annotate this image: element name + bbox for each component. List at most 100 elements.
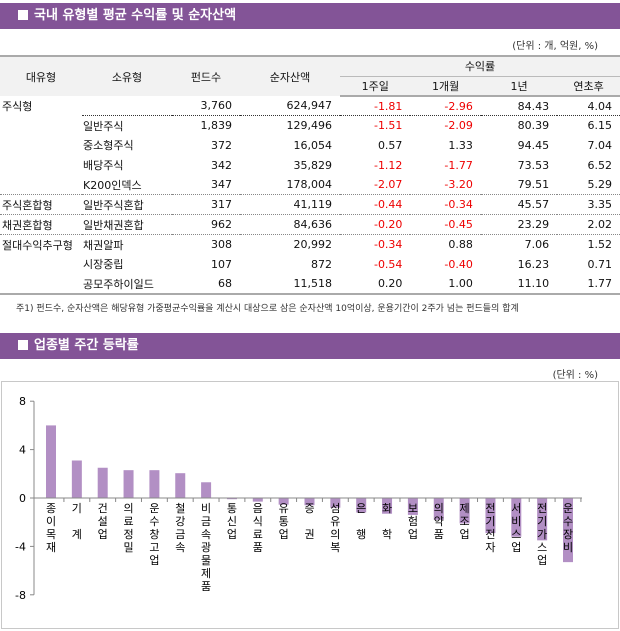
cell-y1: 7.06 (480, 234, 558, 255)
cell-ytd: 1.77 (557, 274, 620, 295)
cell-assets: 178,004 (286, 178, 333, 192)
y-tick-label: 8 (19, 395, 26, 408)
table-row: 일반주식 1,839 129,496 -1.51 -2.09 80.39 6.15 (0, 115, 620, 136)
cell-major: 주식형 (2, 99, 33, 113)
cell-major (0, 254, 82, 274)
cell-minor (82, 96, 172, 116)
x-category-label: 은 행 (356, 502, 366, 541)
table-row: 시장중립 107 872 -0.54 -0.40 16.23 0.71 (0, 254, 620, 274)
cell-major (0, 116, 82, 136)
table-row: 채권혼합형 일반채권혼합 962 84,636 -0.20 -0.45 23.29 2.02 (0, 214, 620, 235)
cell-w1: -1.12 (373, 158, 403, 172)
bar-서비스업 (511, 498, 522, 537)
col-funds: 펀드수 (172, 55, 240, 96)
cell-m1: 1.00 (410, 274, 481, 295)
cell-ytd: 5.29 (587, 178, 613, 192)
cell-m1: -1.77 (444, 158, 473, 172)
cell-y1: 94.45 (517, 138, 550, 152)
bar-증권 (304, 498, 315, 506)
section-header-sector-returns: 업종별 주간 등락률 (0, 333, 620, 359)
cell-ytd: 6.15 (557, 115, 620, 136)
bar-유통업 (278, 498, 289, 505)
bar-전기전자 (485, 498, 496, 534)
cell-funds: 962 (172, 214, 240, 235)
cell-assets: 35,829 (293, 158, 333, 172)
section-header-fund-returns: 국내 유형별 평균 수익률 및 순자산액 (0, 3, 620, 29)
bar-화학 (382, 498, 393, 514)
bar-은행 (356, 498, 367, 513)
cell-w1: -0.44 (340, 194, 411, 215)
cell-major (0, 274, 82, 295)
cell-m1: -0.34 (410, 194, 481, 215)
table-row: 주식혼합형 일반주식혼합 317 41,119 -0.44 -0.34 45.57 3.35 (0, 194, 620, 215)
cell-major: 채권혼합형 (0, 214, 82, 235)
cell-w1: -0.54 (373, 257, 403, 271)
square-bullet-icon (18, 340, 28, 350)
cell-funds: 3,760 (200, 99, 233, 113)
cell-m1: 0.88 (410, 234, 481, 255)
col-assets: 순자산액 (240, 55, 340, 96)
sector-bar-chart: 8 4 0 -4 -8 종 이 목 재 기 계 건 설 업 의 료 정 밀 운 수 창 고 업 철 강 금 속 비 금 속 광 물 제 품 통 신 업… (15, 395, 582, 602)
cell-y1: 16.23 (517, 257, 550, 271)
cell-major (0, 155, 82, 175)
cell-assets: 84,636 (240, 214, 340, 235)
x-category-label: 기 계 (72, 502, 82, 541)
cell-w1: 0.57 (377, 138, 403, 152)
cell-funds: 308 (172, 234, 240, 255)
cell-assets: 872 (311, 257, 332, 271)
cell-m1: -2.96 (444, 99, 473, 113)
cell-ytd: 4.04 (587, 99, 613, 113)
table-row: 중소형주식 372 16,054 0.57 1.33 94.45 7.04 (0, 136, 620, 156)
cell-y1: 45.57 (480, 194, 558, 215)
cell-m1: -3.20 (444, 178, 473, 192)
bar-의료정밀 (123, 470, 134, 498)
cell-assets: 11,518 (240, 274, 340, 295)
col-minor: 소유형 (82, 55, 172, 96)
cell-assets: 129,496 (240, 115, 340, 136)
bar-통신업 (226, 498, 237, 500)
cell-ytd: 2.02 (557, 214, 620, 235)
cell-minor: 일반채권혼합 (82, 214, 172, 235)
cell-ytd: 1.52 (557, 234, 620, 255)
cell-assets: 16,054 (293, 138, 333, 152)
bar-기계 (71, 460, 82, 498)
cell-minor: 채권알파 (82, 234, 172, 255)
cell-minor: 배당주식 (83, 159, 124, 173)
section-title: 국내 유형별 평균 수익률 및 순자산액 (34, 8, 237, 23)
bar-운수장비 (563, 498, 573, 563)
x-category-label: 화 학 (382, 502, 392, 541)
cell-minor: 일반주식혼합 (82, 194, 172, 215)
table-footnote: 주1) 펀드수, 순자산액은 해당유형 가중평균수익률을 계산시 대상으로 삼은… (16, 304, 519, 314)
bar-섬유의복 (330, 498, 341, 508)
cell-major (0, 136, 82, 156)
unit-label: (단위 : %) (552, 370, 598, 381)
cell-y1: 84.43 (517, 99, 550, 113)
cell-minor: 공모주하이일드 (82, 274, 172, 295)
cell-w1: -1.51 (340, 115, 411, 136)
cell-y1: 11.10 (480, 274, 558, 295)
cell-funds: 317 (172, 194, 240, 215)
col-major: 대유형 (0, 55, 82, 96)
bar-비금속광물제품 (201, 482, 212, 498)
cell-w1: -2.07 (373, 178, 403, 192)
cell-w1: 0.20 (340, 274, 411, 295)
cell-m1: -2.09 (410, 115, 481, 136)
cell-assets: 624,947 (286, 99, 333, 113)
cell-y1: 80.39 (480, 115, 558, 136)
cell-ytd: 6.52 (587, 158, 613, 172)
cell-m1: -0.40 (444, 257, 473, 271)
col-1m: 1개월 (410, 75, 481, 97)
cell-ytd: 7.04 (587, 138, 613, 152)
col-ytd: 연초후 (557, 75, 620, 97)
cell-major (0, 175, 82, 195)
